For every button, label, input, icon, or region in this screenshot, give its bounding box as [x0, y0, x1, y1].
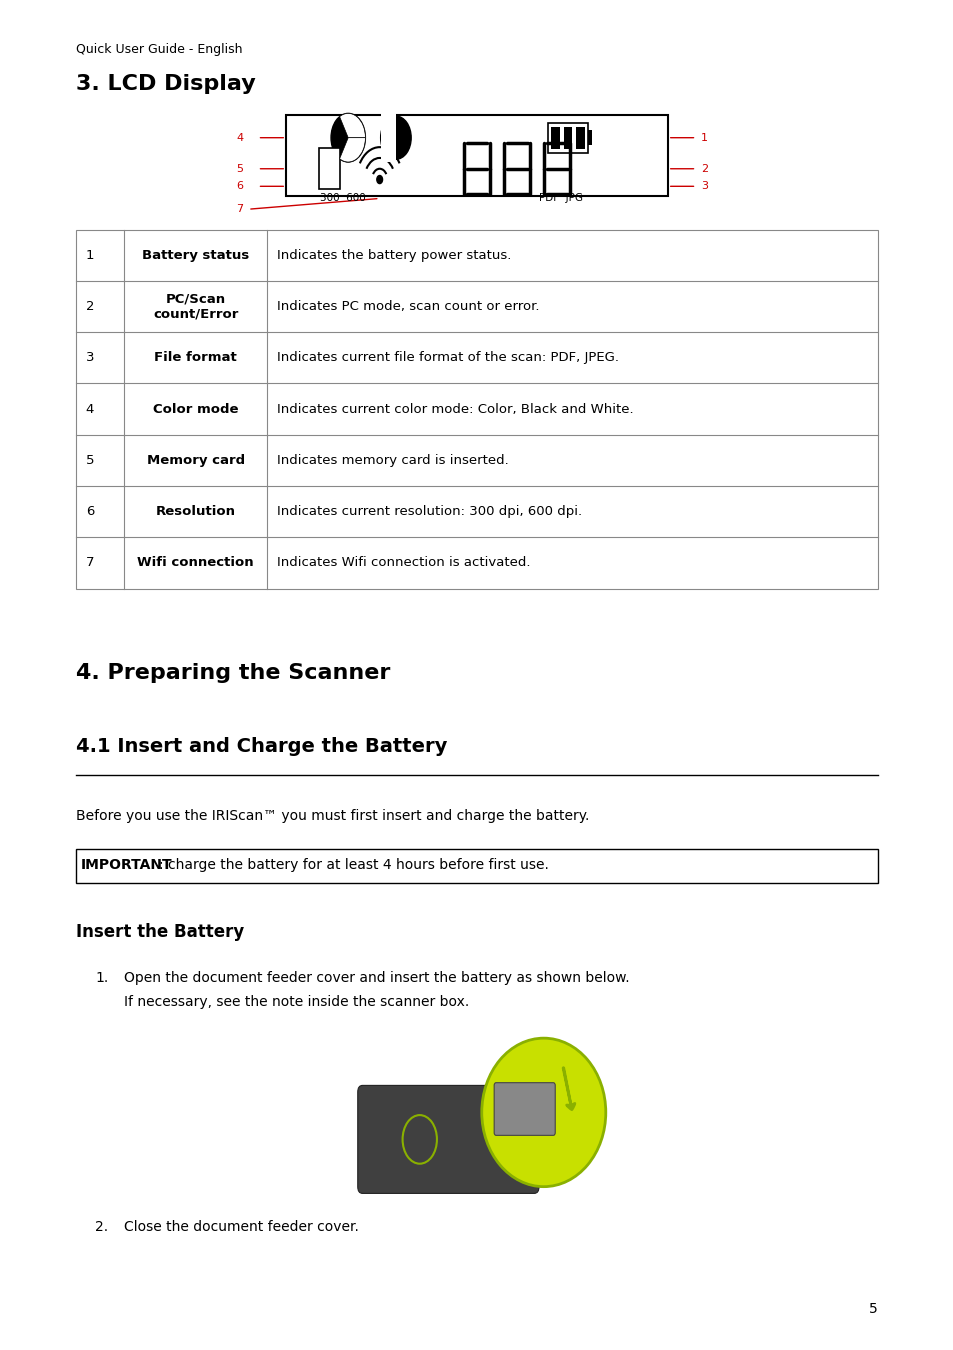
FancyBboxPatch shape	[357, 1085, 538, 1193]
Text: PDF  JPG: PDF JPG	[538, 193, 582, 202]
Text: Resolution: Resolution	[155, 505, 235, 518]
Text: 300  600: 300 600	[319, 193, 365, 202]
Text: Open the document feeder cover and insert the battery as shown below.: Open the document feeder cover and inser…	[124, 971, 629, 984]
FancyArrowPatch shape	[562, 1068, 575, 1110]
Text: Before you use the IRIScan™ you must first insert and charge the battery.: Before you use the IRIScan™ you must fir…	[76, 809, 589, 822]
Text: 2.: 2.	[95, 1220, 109, 1234]
Bar	[380, 113, 395, 162]
Text: 4: 4	[236, 132, 243, 143]
Text: Battery status: Battery status	[142, 248, 249, 262]
Text: 7: 7	[86, 556, 94, 570]
Text: Color mode: Color mode	[152, 402, 238, 416]
Text: ⬤: ⬤	[339, 130, 356, 146]
Text: Indicates current resolution: 300 dpi, 600 dpi.: Indicates current resolution: 300 dpi, 6…	[276, 505, 581, 518]
Text: 4.1 Insert and Charge the Battery: 4.1 Insert and Charge the Battery	[76, 737, 447, 756]
Text: 1: 1	[86, 248, 94, 262]
Wedge shape	[339, 138, 365, 162]
Circle shape	[380, 116, 411, 159]
Text: 4. Preparing the Scanner: 4. Preparing the Scanner	[76, 663, 391, 683]
Text: : charge the battery for at least 4 hours before first use.: : charge the battery for at least 4 hour…	[159, 859, 549, 872]
Text: IMPORTANT: IMPORTANT	[81, 859, 172, 872]
Bar	[563, 127, 572, 148]
Ellipse shape	[481, 1038, 605, 1187]
Text: Indicates the battery power status.: Indicates the battery power status.	[276, 248, 511, 262]
Text: If necessary, see the note inside the scanner box.: If necessary, see the note inside the sc…	[124, 995, 469, 1008]
Text: Memory card: Memory card	[147, 454, 244, 467]
Text: 1: 1	[700, 132, 707, 143]
Text: Close the document feeder cover.: Close the document feeder cover.	[124, 1220, 358, 1234]
Bar	[318, 148, 339, 189]
Text: PC/Scan
count/Error: PC/Scan count/Error	[152, 293, 238, 320]
Bar	[76, 849, 877, 883]
Text: 3. LCD Display: 3. LCD Display	[76, 74, 255, 94]
Wedge shape	[339, 113, 365, 138]
Circle shape	[331, 113, 365, 162]
Bar	[587, 131, 592, 146]
Text: 6: 6	[236, 181, 243, 192]
Text: Indicates PC mode, scan count or error.: Indicates PC mode, scan count or error.	[276, 300, 538, 313]
Text: Wifi connection: Wifi connection	[137, 556, 253, 570]
Text: Indicates current color mode: Color, Black and White.: Indicates current color mode: Color, Bla…	[276, 402, 633, 416]
Text: 2: 2	[86, 300, 94, 313]
Text: 4: 4	[86, 402, 94, 416]
Text: Indicates memory card is inserted.: Indicates memory card is inserted.	[276, 454, 508, 467]
FancyBboxPatch shape	[494, 1083, 555, 1135]
Text: 7: 7	[236, 204, 243, 215]
Text: 3: 3	[700, 181, 707, 192]
Text: 5: 5	[236, 163, 243, 174]
Bar	[576, 127, 584, 148]
Text: Indicates current file format of the scan: PDF, JPEG.: Indicates current file format of the sca…	[276, 351, 618, 364]
Circle shape	[376, 176, 382, 184]
Text: Quick User Guide - English: Quick User Guide - English	[76, 43, 243, 57]
Text: 5: 5	[86, 454, 94, 467]
Text: 3: 3	[86, 351, 94, 364]
Text: 1.: 1.	[95, 971, 109, 984]
Text: 2: 2	[700, 163, 707, 174]
Text: 6: 6	[86, 505, 94, 518]
Bar	[286, 115, 667, 196]
Text: Indicates Wifi connection is activated.: Indicates Wifi connection is activated.	[276, 556, 530, 570]
Text: 5: 5	[868, 1303, 877, 1316]
Bar	[551, 127, 559, 148]
Text: Insert the Battery: Insert the Battery	[76, 923, 244, 941]
Text: File format: File format	[154, 351, 236, 364]
Bar	[547, 123, 587, 153]
Bar	[76, 230, 877, 589]
